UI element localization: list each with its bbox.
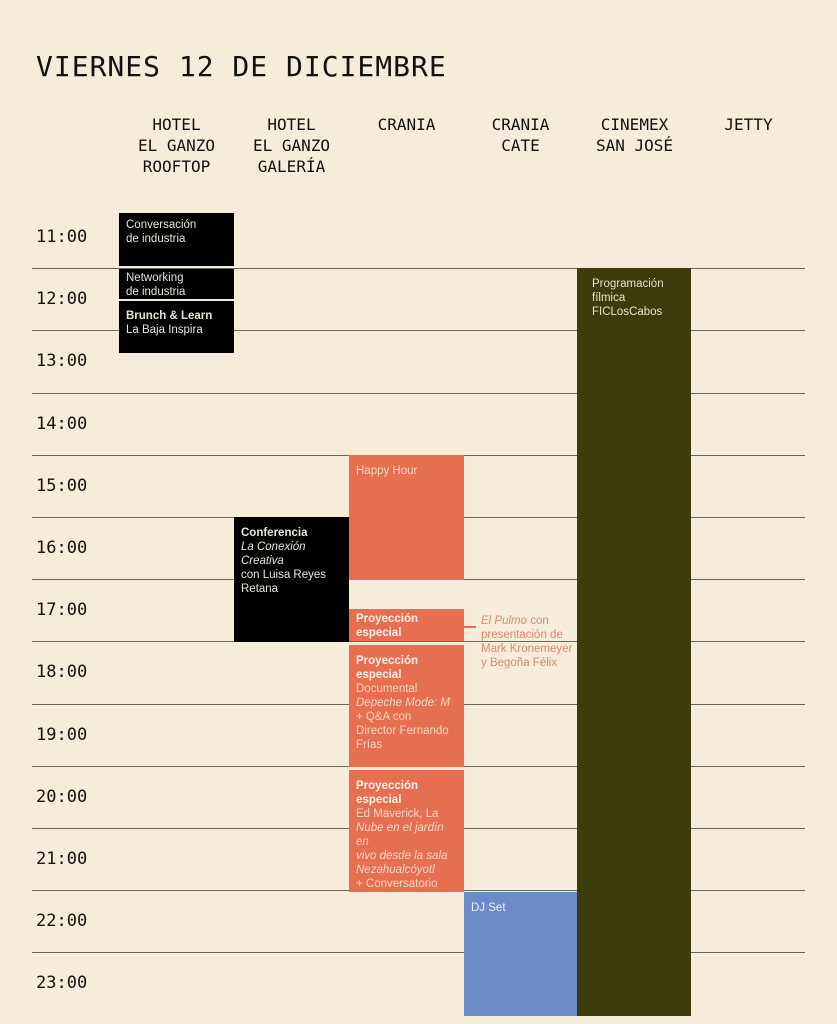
event-text: Nube en el jardín en bbox=[356, 822, 444, 848]
event-text: Nezahualcóyotl bbox=[356, 864, 435, 876]
event-text: Director Fernando bbox=[356, 725, 449, 737]
event-text: Frías bbox=[356, 739, 383, 751]
venue-header-jetty: JETTY bbox=[724, 115, 773, 134]
time-label: 18:00 bbox=[36, 662, 88, 682]
event-networking[interactable]: Networking de industria bbox=[119, 269, 234, 299]
time-label: 11:00 bbox=[36, 227, 88, 247]
event-text: con Luisa Reyes bbox=[241, 569, 327, 581]
venue-header-cinemex: CINEMEX SAN JOSÉ bbox=[595, 115, 674, 155]
event-text: de industria bbox=[126, 286, 186, 298]
event-title: Conferencia bbox=[241, 527, 308, 539]
event-happy-hour[interactable]: Happy Hour bbox=[349, 455, 464, 580]
event-text: Networking bbox=[126, 272, 184, 284]
time-label: 21:00 bbox=[36, 849, 88, 869]
hour-divider bbox=[32, 641, 805, 642]
hour-divider bbox=[32, 268, 805, 269]
time-label: 12:00 bbox=[36, 289, 88, 309]
event-text: especial bbox=[356, 794, 402, 806]
annotation-italic: El Pulmo bbox=[481, 615, 528, 627]
annotation-text: con presentación de Mark Kronemeyer y Be… bbox=[481, 615, 573, 669]
event-text: Programación bbox=[592, 278, 664, 290]
hour-divider bbox=[32, 952, 805, 953]
event-title: Brunch & Learn bbox=[126, 310, 213, 322]
event-dj-set[interactable]: DJ Set bbox=[464, 892, 577, 1016]
hour-divider bbox=[32, 330, 805, 331]
event-text: especial bbox=[356, 669, 402, 681]
venue-header-rooftop: HOTEL EL GANZO ROOFTOP bbox=[137, 115, 216, 176]
event-text: especial bbox=[356, 627, 402, 639]
event-text: Documental bbox=[356, 683, 418, 695]
event-text: fílmica bbox=[592, 292, 626, 304]
venue-header-galeria: HOTEL EL GANZO GALERÍA bbox=[252, 115, 331, 176]
venue-header-crania: CRANIA bbox=[377, 115, 436, 134]
event-text: Conversación bbox=[126, 219, 197, 231]
time-label: 23:00 bbox=[36, 973, 88, 993]
event-text: + Conversatorio bbox=[356, 878, 438, 890]
time-label: 16:00 bbox=[36, 538, 88, 558]
event-proyeccion-el-pulmo[interactable]: Proyección especial bbox=[349, 609, 464, 641]
event-text: Proyección bbox=[356, 613, 418, 625]
event-text: Retana bbox=[241, 583, 279, 595]
event-text: Proyección bbox=[356, 780, 418, 792]
event-title: Happy Hour bbox=[356, 465, 418, 477]
event-brunch-learn[interactable]: Brunch & Learn La Baja Inspira bbox=[119, 301, 234, 353]
time-label: 19:00 bbox=[36, 725, 88, 745]
event-proyeccion-ed-maverick[interactable]: Proyección especial Ed Maverick, La Nube… bbox=[349, 770, 464, 892]
event-text: Creativa bbox=[241, 555, 284, 567]
time-label: 22:00 bbox=[36, 911, 88, 931]
event-text: Depeche Mode: M bbox=[356, 697, 450, 709]
event-proyeccion-depeche-mode[interactable]: Proyección especial Documental Depeche M… bbox=[349, 645, 464, 767]
time-label: 17:00 bbox=[36, 600, 88, 620]
event-text: de industria bbox=[126, 233, 186, 245]
event-conferencia[interactable]: Conferencia La Conexión Creativa con Lui… bbox=[234, 517, 349, 642]
event-text: La Baja Inspira bbox=[126, 324, 203, 336]
event-text: FICLosCabos bbox=[592, 306, 663, 318]
event-text: Ed Maverick, La bbox=[356, 808, 439, 820]
event-text: Proyección bbox=[356, 655, 418, 667]
event-conversacion-industria[interactable]: Conversación de industria bbox=[119, 213, 234, 266]
event-title: DJ Set bbox=[471, 902, 506, 914]
annotation-el-pulmo: El Pulmo con presentación de Mark Kronem… bbox=[481, 614, 581, 670]
time-label: 20:00 bbox=[36, 787, 88, 807]
event-programacion-filmica[interactable]: Programación fílmica FICLosCabos bbox=[577, 268, 691, 1016]
venue-header-crania-cate: CRANIA CATE bbox=[491, 115, 550, 155]
event-text: La Conexión bbox=[241, 541, 306, 553]
hour-divider bbox=[32, 393, 805, 394]
page-title: VIERNES 12 DE DICIEMBRE bbox=[36, 50, 447, 83]
annotation-connector bbox=[464, 626, 476, 628]
event-text: + Q&A con bbox=[356, 711, 412, 723]
time-label: 14:00 bbox=[36, 414, 88, 434]
event-text: vivo desde la sala bbox=[356, 850, 448, 862]
time-label: 13:00 bbox=[36, 351, 88, 371]
time-label: 15:00 bbox=[36, 476, 88, 496]
